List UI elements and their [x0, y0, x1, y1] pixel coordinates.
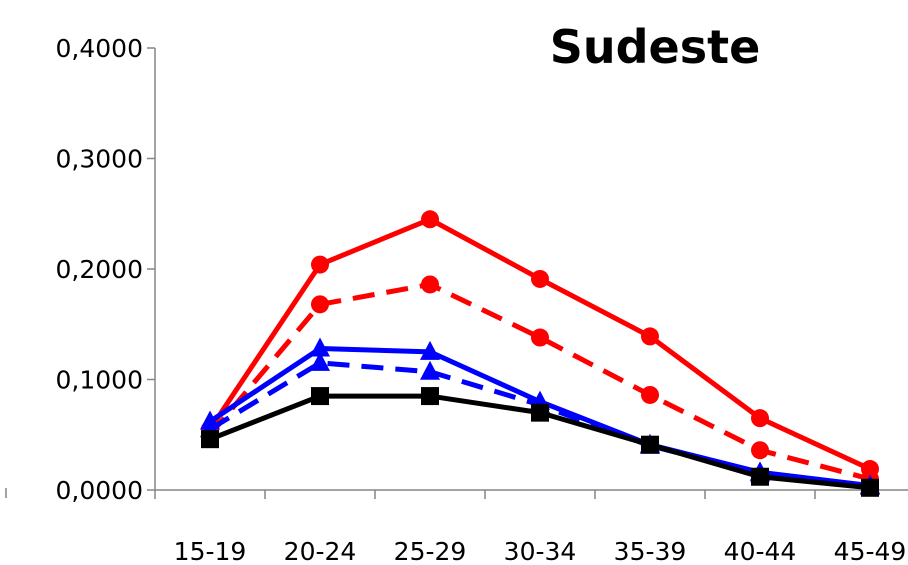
data-point [641, 327, 659, 346]
data-point [421, 387, 439, 406]
y-tick-label: 0,1000 [56, 366, 143, 395]
data-point [311, 255, 329, 274]
data-point [641, 435, 659, 454]
data-point [641, 385, 659, 404]
data-point [201, 430, 219, 449]
series-2 [201, 275, 879, 488]
y-tick-label: 0,4000 [56, 34, 143, 63]
x-tick-label: 20-24 [284, 537, 357, 565]
x-tick-label: 25-29 [394, 537, 467, 565]
data-point [751, 467, 769, 486]
chart-series [200, 210, 880, 497]
series-line [208, 281, 871, 482]
data-point [310, 337, 330, 357]
x-tick-label: 45-49 [834, 537, 907, 565]
data-point [751, 409, 769, 428]
series-1 [201, 210, 879, 479]
data-point [311, 387, 329, 406]
data-point [751, 441, 769, 460]
data-point [531, 403, 549, 422]
data-point [421, 210, 439, 229]
data-point [311, 295, 329, 314]
x-tick-label: 15-19 [174, 537, 247, 565]
y-tick-label: 0,0000 [56, 476, 143, 505]
data-point [420, 340, 440, 360]
data-point [421, 275, 439, 294]
y-tick-label: 0,2000 [56, 255, 143, 284]
data-point [531, 269, 549, 288]
chart-axes: 0,0000 0,1000 0,2000 0,3000 0,4000 15-19 20-24… [5, 34, 908, 565]
data-point [531, 328, 549, 347]
data-point [861, 478, 879, 497]
x-tick-label: 40-44 [724, 537, 797, 565]
data-point [310, 351, 330, 371]
x-tick-label: 30-34 [504, 537, 577, 565]
chart-title: Sudeste [550, 20, 761, 74]
data-point [420, 360, 440, 380]
series-5 [201, 387, 879, 497]
x-tick-label: 35-39 [614, 537, 687, 565]
y-tick-label: 0,3000 [56, 145, 143, 174]
